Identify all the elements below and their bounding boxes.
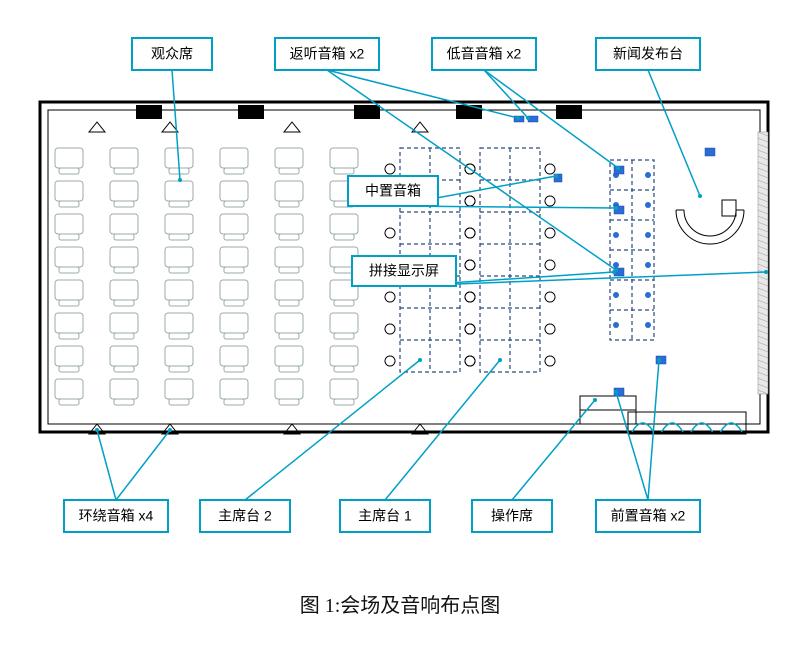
label-text: 操作席 [491, 508, 533, 524]
audience-seat [110, 280, 138, 306]
audience-seat [330, 379, 358, 405]
audience-seat [165, 247, 193, 273]
audience-seat [220, 148, 248, 174]
side-table [610, 160, 654, 340]
audience-seat [275, 214, 303, 240]
ceiling-unit [556, 105, 582, 119]
floorplan-svg: 观众席 返听音箱 x2 低音音箱 x2 新闻发布台中置音箱拼接显示屏环绕音箱 x4 主席… [0, 0, 800, 662]
audience-seat [330, 214, 358, 240]
speaker-icon [705, 148, 715, 156]
audience-seat [55, 214, 83, 240]
audience-seat [330, 346, 358, 372]
audience-seat [220, 313, 248, 339]
audience-seat [220, 247, 248, 273]
label-text: 返听音箱 x2 [290, 46, 365, 62]
audience-seat [220, 346, 248, 372]
audience-seat [165, 214, 193, 240]
ceiling-unit [354, 105, 380, 119]
label-text: 中置音箱 [365, 183, 421, 199]
audience-seat [220, 379, 248, 405]
audience-seat [110, 247, 138, 273]
label-surround: 环绕音箱 x4 [64, 428, 172, 532]
audience-seat [275, 247, 303, 273]
audience-seat [110, 148, 138, 174]
ceiling-unit [136, 105, 162, 119]
audience-seat [220, 280, 248, 306]
ceiling-unit [456, 105, 482, 119]
audience-seat [275, 181, 303, 207]
ceiling-speaker-icon [284, 122, 300, 132]
audience-seat [55, 280, 83, 306]
label-operator: 操作席 [472, 398, 597, 532]
audience-seat [165, 181, 193, 207]
label-text: 前置音箱 x2 [611, 508, 686, 524]
label-front_spk: 前置音箱 x2 [596, 358, 700, 532]
ceiling-speaker-icon [89, 122, 105, 132]
audience-seat [220, 214, 248, 240]
audience-seat [275, 379, 303, 405]
audience-seat [55, 313, 83, 339]
audience-seat [330, 313, 358, 339]
audience-seat [110, 313, 138, 339]
audience-seat [275, 313, 303, 339]
label-text: 拼接显示屏 [369, 263, 439, 279]
label-text: 主席台 2 [218, 508, 272, 524]
audience-seat [165, 313, 193, 339]
audience-seat [275, 280, 303, 306]
audience-seat [165, 280, 193, 306]
audience-seat [110, 214, 138, 240]
audience-seat [275, 346, 303, 372]
audience-seat [165, 379, 193, 405]
label-text: 环绕音箱 x4 [79, 508, 154, 524]
audience-seat [55, 148, 83, 174]
label-text: 新闻发布台 [613, 46, 683, 62]
label-text: 低音音箱 x2 [447, 46, 522, 62]
audience-seat [110, 379, 138, 405]
rostrum-table [465, 148, 555, 372]
audience-seat [55, 181, 83, 207]
label-text: 观众席 [151, 46, 193, 62]
audience-seat [330, 148, 358, 174]
caption: 图 1:会场及音响布点图 [300, 594, 501, 617]
label-monitor_spk: 返听音箱 x2 [275, 38, 618, 272]
audience-seat [275, 148, 303, 174]
audience-seat [220, 181, 248, 207]
audience-seat [165, 346, 193, 372]
label-text: 主席台 1 [358, 508, 412, 524]
diagram-container: 观众席 返听音箱 x2 低音音箱 x2 新闻发布台中置音箱拼接显示屏环绕音箱 x4 主席… [0, 0, 800, 662]
label-video_wall: 拼接显示屏 [352, 256, 768, 286]
audience-seat [110, 346, 138, 372]
right-rail [758, 132, 768, 394]
audience-seat [55, 379, 83, 405]
press-stage [676, 200, 744, 244]
audience-seat [55, 346, 83, 372]
audience-seat [55, 247, 83, 273]
audience-seat [110, 181, 138, 207]
ceiling-unit [238, 105, 264, 119]
